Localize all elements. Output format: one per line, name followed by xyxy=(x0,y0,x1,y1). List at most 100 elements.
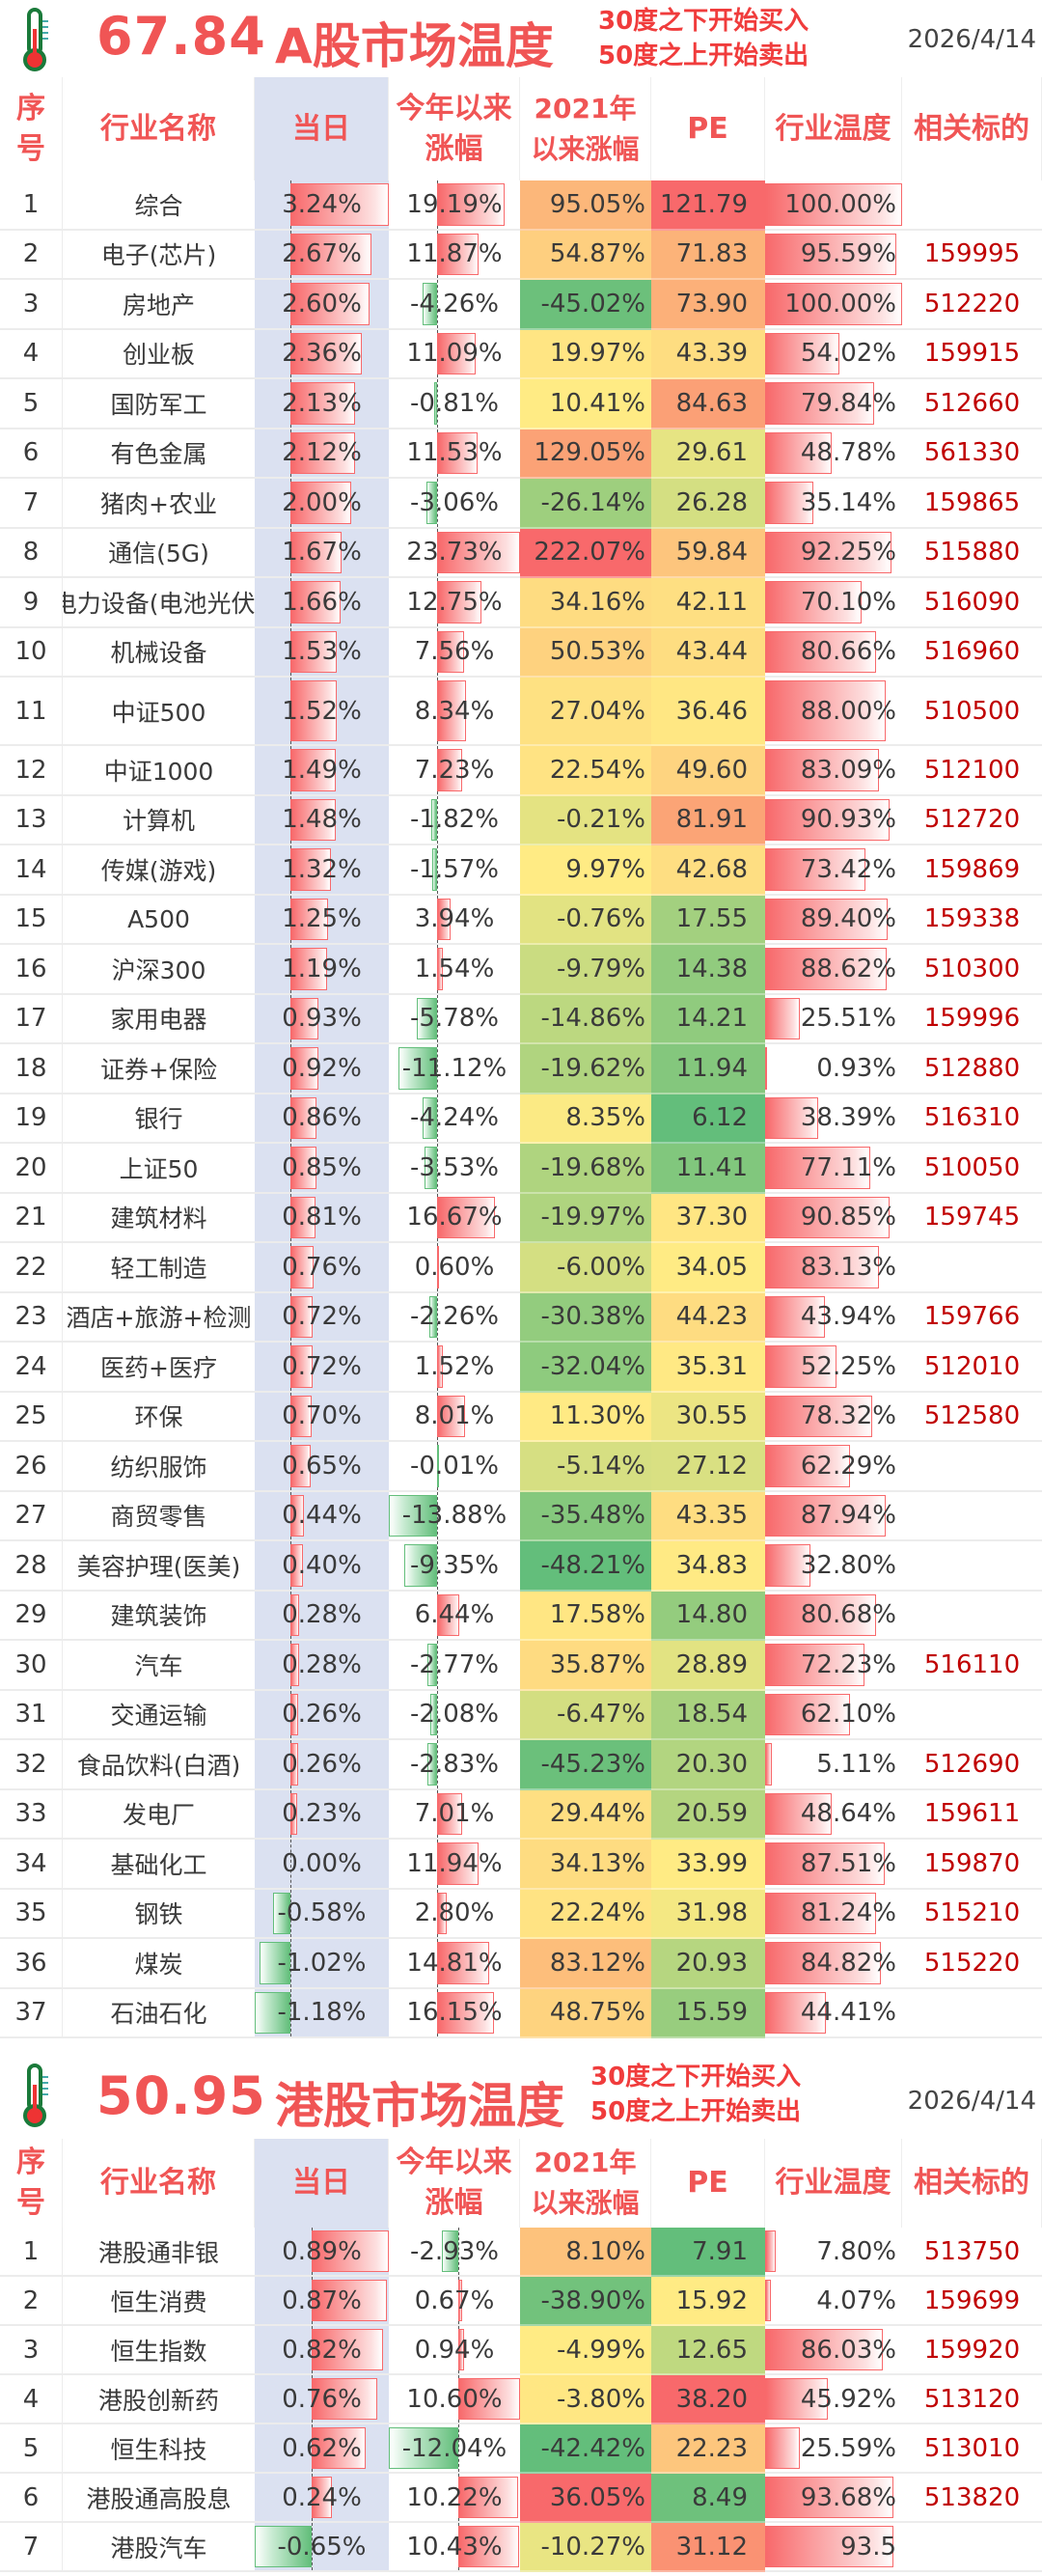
data-bar-axis xyxy=(437,994,439,1042)
pe-value: 26.28 xyxy=(675,487,748,517)
day-value: -1.18% xyxy=(277,1998,367,2028)
ytd-value: 2.80% xyxy=(414,1898,495,1928)
cell-pe: 11.94 xyxy=(651,1044,765,1094)
cell-since2021: -19.68% xyxy=(520,1144,651,1194)
positive-data-bar xyxy=(437,1842,480,1885)
positive-data-bar xyxy=(290,630,338,673)
code-value: 515880 xyxy=(923,538,1021,568)
seq-value: 15 xyxy=(14,904,47,934)
seq-value: 10 xyxy=(14,637,47,667)
cell-ytd: 11.94% xyxy=(389,1840,520,1890)
since2021-value: 34.16% xyxy=(549,587,645,617)
positive-data-bar xyxy=(290,1593,299,1636)
cell-temp: 77.11% xyxy=(765,1144,902,1194)
header-label: 相关标的 xyxy=(914,2166,1029,2200)
code-value: 512580 xyxy=(923,1401,1021,1431)
cell-day: 2.12% xyxy=(255,429,389,479)
pe-value: 14.80 xyxy=(675,1600,748,1630)
code-value: 516960 xyxy=(923,637,1021,667)
since2021-value: -6.47% xyxy=(557,1700,645,1730)
positive-data-bar xyxy=(437,1593,460,1636)
cell-pe: 14.38 xyxy=(651,945,765,995)
cell-pe: 34.83 xyxy=(651,1541,765,1592)
cell-day: 0.40% xyxy=(255,1541,389,1592)
positive-data-bar xyxy=(290,798,336,841)
temperature-bar xyxy=(765,283,902,325)
cell-since2021: -14.86% xyxy=(520,994,651,1044)
header-label: 行业名称 xyxy=(100,111,216,146)
negative-data-bar xyxy=(272,1892,291,1934)
pe-value: 31.12 xyxy=(675,2532,748,2562)
cell-temp: 86.03% xyxy=(765,2326,902,2375)
positive-data-bar xyxy=(458,2378,520,2420)
cell-temp: 88.62% xyxy=(765,945,902,995)
name-value: 建筑装饰 xyxy=(110,1602,207,1631)
cell-day: 0.24% xyxy=(255,2474,389,2523)
cell-ytd: -11.12% xyxy=(389,1044,520,1094)
temp-value: 44.41% xyxy=(800,1998,896,2028)
temperature-bar xyxy=(765,997,801,1039)
since2021-value: 29.44% xyxy=(549,1799,645,1829)
cell-name: 环保 xyxy=(63,1393,255,1442)
temperature-bar xyxy=(765,1942,882,1984)
cell-name: 建筑装饰 xyxy=(63,1592,255,1641)
cell-pe: 71.83 xyxy=(651,230,765,280)
temperature-bar xyxy=(765,2477,894,2518)
a-share-table: 序号行业名称 当日 今年以来 涨幅 2021年以来涨幅 PE 行业温度 相关标的 1 综合 3.24… xyxy=(0,77,1042,2038)
day-value: 0.28% xyxy=(282,1600,362,1630)
pe-value: 30.55 xyxy=(675,1401,748,1431)
cell-day: 2.36% xyxy=(255,329,389,379)
cell-pe: 30.55 xyxy=(651,1392,765,1442)
seq-value: 7 xyxy=(22,2532,40,2562)
cell-ytd: 16.67% xyxy=(389,1193,520,1243)
code-value: 159995 xyxy=(923,239,1021,269)
data-bar-axis xyxy=(290,1939,292,1987)
cell-temp: 5.11% xyxy=(765,1740,902,1790)
name-value: 酒店+旅游+检测 xyxy=(66,1304,252,1333)
positive-data-bar xyxy=(290,1196,315,1238)
cell-name: 港股汽车 xyxy=(63,2523,255,2572)
cell-temp: 45.92% xyxy=(765,2375,902,2424)
cell-pe: 17.55 xyxy=(651,895,765,945)
since2021-value: 222.07% xyxy=(534,538,645,568)
cell-ytd: 23.73% xyxy=(389,528,520,578)
day-value: 0.70% xyxy=(282,1401,362,1431)
seq-value: 12 xyxy=(14,755,47,785)
cell-pe: 6.12 xyxy=(651,1094,765,1144)
pe-value: 12.65 xyxy=(675,2335,748,2365)
ytd-value: -5.78% xyxy=(410,1004,499,1034)
cell-since2021: 22.54% xyxy=(520,746,651,796)
cell-temp: 87.51% xyxy=(765,1840,902,1890)
day-value: 0.87% xyxy=(282,2285,362,2315)
cell-ytd: -5.78% xyxy=(389,994,520,1044)
sell-rule: 50度之上开始卖出 xyxy=(590,2097,802,2126)
positive-data-bar xyxy=(458,2329,464,2370)
cell-code: 159745 xyxy=(902,1194,1042,1243)
since2021-value: -19.62% xyxy=(540,1053,645,1083)
cell-day: 0.00% xyxy=(255,1840,389,1890)
name-value: 机械设备 xyxy=(110,639,207,668)
name-value: 证券+保险 xyxy=(100,1055,217,1084)
negative-data-bar xyxy=(437,1445,440,1487)
a-share-title-bar: 67.84 A股市场温度 30度之下开始买入 50度之上开始卖出 2026/4/1… xyxy=(0,0,1042,77)
cell-code: 510050 xyxy=(902,1144,1042,1194)
code-value: 159338 xyxy=(923,904,1021,934)
seq-value: 6 xyxy=(22,438,40,468)
cell-seq: 7 xyxy=(0,2523,63,2572)
cell-seq: 5 xyxy=(0,2424,63,2474)
cell-temp: 92.25% xyxy=(765,529,902,578)
cell-seq: 21 xyxy=(0,1193,63,1243)
name-value: 沪深300 xyxy=(111,956,206,984)
cell-ytd: -2.93% xyxy=(389,2228,520,2277)
negative-data-bar xyxy=(434,382,438,425)
since2021-value: 48.75% xyxy=(549,1998,645,2028)
temperature-bar xyxy=(765,382,875,425)
since2021-value: -0.76% xyxy=(557,904,645,934)
cell-day: 0.28% xyxy=(255,1641,389,1691)
name-value: 家用电器 xyxy=(110,1006,207,1035)
temperature-bar xyxy=(765,2230,777,2272)
positive-data-bar xyxy=(437,581,482,623)
positive-data-bar xyxy=(437,1991,494,2034)
cell-day: -1.02% xyxy=(255,1939,389,1989)
cell-day: 1.67% xyxy=(255,528,389,578)
